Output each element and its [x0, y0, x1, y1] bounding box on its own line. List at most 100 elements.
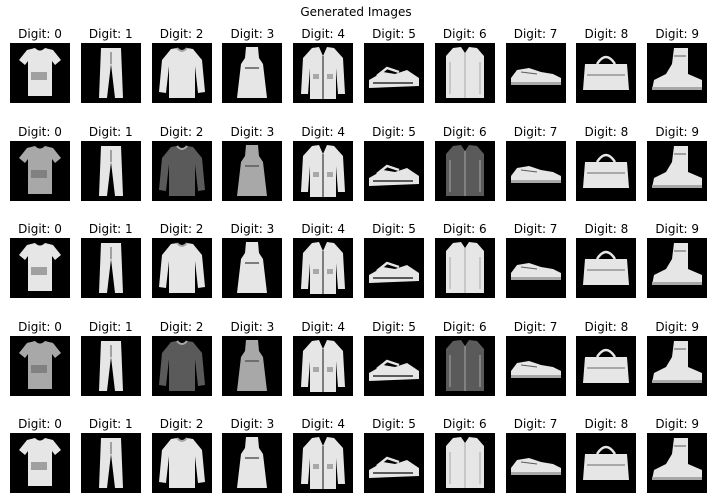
cell-title: Digit: 2: [159, 27, 204, 41]
grid-cell-digit-6: Digit: 6: [434, 320, 495, 396]
grid-cell-digit-5: Digit: 5: [364, 27, 424, 103]
grid-cell-digit-8: Digit: 8: [576, 27, 637, 103]
pullover-icon: [151, 238, 212, 298]
grid-cell-digit-3: Digit: 3: [222, 27, 283, 103]
trouser-icon: [80, 43, 141, 103]
cell-title: Digit: 2: [159, 124, 204, 139]
trouser-icon: [80, 335, 141, 396]
grid-cell-digit-1: Digit: 1: [80, 125, 141, 201]
cell-title: Digit: 5: [372, 27, 416, 41]
pullover-image: [152, 336, 211, 395]
shirt-image: [435, 141, 494, 200]
dress-icon: [222, 335, 283, 396]
grid-cell-digit-9: Digit: 9: [647, 417, 708, 493]
grid-cell-digit-7: Digit: 7: [505, 222, 566, 298]
cell-title: Digit: 9: [655, 222, 700, 236]
cell-title: Digit: 0: [18, 417, 62, 431]
grid-cell-digit-5: Digit: 5: [364, 125, 424, 201]
cell-title: Digit: 9: [655, 417, 700, 431]
bag-image: [577, 434, 636, 492]
coat-icon: [293, 140, 354, 201]
cell-title: Digit: 3: [230, 124, 275, 139]
grid-cell-digit-9: Digit: 9: [647, 222, 708, 298]
bag-image: [577, 141, 636, 200]
dress-icon: [222, 238, 283, 298]
grid-cell-digit-3: Digit: 3: [222, 417, 283, 493]
cell-title: Digit: 8: [584, 124, 629, 139]
coat-image: [294, 44, 353, 102]
grid-cell-digit-6: Digit: 6: [434, 417, 495, 493]
cell-title: Digit: 4: [301, 222, 346, 236]
sneaker-image: [506, 239, 565, 297]
pullover-image: [152, 239, 211, 297]
dress-icon: [222, 433, 283, 493]
sandal-icon: [364, 238, 424, 298]
sandal-image: [365, 434, 423, 492]
cell-title: Digit: 1: [88, 27, 133, 41]
grid-cell-digit-5: Digit: 5: [364, 417, 424, 493]
shirt-image: [435, 434, 494, 492]
tshirt-icon: [10, 43, 70, 103]
cell-title: Digit: 3: [230, 27, 275, 41]
pullover-icon: [151, 140, 212, 201]
cell-title: Digit: 6: [442, 124, 487, 139]
grid-cell-digit-8: Digit: 8: [576, 222, 637, 298]
sneaker-image: [506, 141, 565, 200]
grid-cell-digit-4: Digit: 4: [293, 417, 354, 493]
cell-title: Digit: 2: [159, 222, 204, 236]
sandal-icon: [364, 43, 424, 103]
ankle-boot-image: [648, 44, 707, 102]
cell-title: Digit: 8: [584, 319, 629, 334]
grid-cell-digit-7: Digit: 7: [505, 417, 566, 493]
tshirt-image: [11, 336, 69, 395]
shirt-icon: [434, 335, 495, 396]
trouser-image: [81, 141, 140, 200]
tshirt-icon: [10, 433, 70, 493]
tshirt-icon: [10, 140, 70, 201]
tshirt-icon: [10, 238, 70, 298]
sandal-icon: [364, 140, 424, 201]
ankle-boot-icon: [647, 433, 708, 493]
cell-title: Digit: 6: [442, 27, 487, 41]
grid-cell-digit-4: Digit: 4: [293, 27, 354, 103]
cell-title: Digit: 0: [18, 124, 62, 139]
cell-title: Digit: 7: [513, 124, 558, 139]
sneaker-icon: [505, 433, 566, 493]
ankle-boot-icon: [647, 238, 708, 298]
coat-image: [294, 239, 353, 297]
ankle-boot-icon: [647, 335, 708, 396]
cell-title: Digit: 3: [230, 319, 275, 334]
grid-cell-digit-9: Digit: 9: [647, 319, 708, 396]
sneaker-icon: [505, 238, 566, 298]
coat-image: [294, 336, 353, 395]
grid-cell-digit-1: Digit: 1: [80, 319, 141, 396]
dress-image: [223, 336, 282, 395]
coat-icon: [293, 238, 354, 298]
shirt-icon: [434, 433, 495, 493]
sandal-image: [365, 336, 423, 395]
grid-cell-digit-6: Digit: 6: [434, 222, 495, 298]
pullover-image: [152, 141, 211, 200]
page-title: Generated Images: [300, 5, 412, 19]
grid-cell-digit-2: Digit: 2: [151, 124, 212, 201]
cell-title: Digit: 6: [442, 417, 487, 431]
trouser-icon: [80, 433, 141, 493]
bag-icon: [576, 140, 637, 201]
coat-icon: [293, 43, 354, 103]
bag-image: [577, 239, 636, 297]
cell-title: Digit: 8: [584, 417, 629, 431]
pullover-icon: [151, 43, 212, 103]
grid-cell-digit-0: Digit: 0: [10, 417, 70, 493]
cell-title: Digit: 1: [88, 319, 133, 334]
cell-title: Digit: 0: [18, 222, 62, 236]
cell-title: Digit: 9: [655, 319, 700, 334]
grid-cell-digit-3: Digit: 3: [222, 124, 283, 201]
bag-icon: [576, 238, 637, 298]
grid-cell-digit-0: Digit: 0: [10, 125, 70, 201]
dress-image: [223, 239, 282, 297]
cell-title: Digit: 6: [442, 222, 487, 236]
cell-title: Digit: 7: [513, 27, 558, 41]
grid-cell-digit-1: Digit: 1: [80, 27, 141, 103]
grid-cell-digit-1: Digit: 1: [80, 417, 141, 493]
